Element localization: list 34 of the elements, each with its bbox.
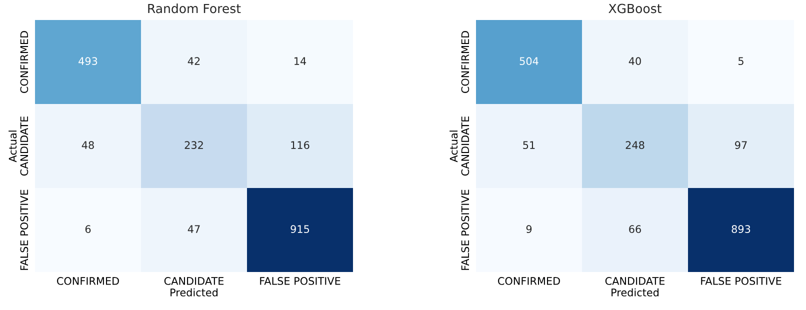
data-label: 915 <box>290 225 310 234</box>
x-axis-title: Predicted <box>612 288 658 296</box>
data-label: 248 <box>626 141 644 150</box>
x-tick-label: CONFIRMED <box>57 277 119 285</box>
data-label: 66 <box>629 225 641 234</box>
data-label: 51 <box>523 141 535 150</box>
data-label: 493 <box>78 57 98 66</box>
data-label: 40 <box>628 57 641 66</box>
y-tick-label: CONFIRMED <box>20 31 28 93</box>
data-label: 6 <box>85 225 91 234</box>
data-label: 48 <box>82 141 94 150</box>
chart-title: XGBoost <box>608 4 662 14</box>
y-tick-label: CANDIDATE <box>461 116 470 176</box>
data-label: 42 <box>188 57 200 65</box>
data-label: 893 <box>732 225 750 234</box>
data-label: 9 <box>526 225 532 234</box>
data-label: 116 <box>291 141 310 150</box>
x-tick-label: CONFIRMED <box>498 277 560 285</box>
x-tick-label: CANDIDATE <box>164 277 224 285</box>
y-tick-label: CANDIDATE <box>20 116 28 176</box>
data-label: 47 <box>188 225 200 233</box>
x-tick-label: FALSE POSITIVE <box>260 277 340 285</box>
x-tick-label: CANDIDATE <box>605 277 665 285</box>
chart-title: Random Forest <box>148 4 241 14</box>
data-label: 5 <box>738 57 744 66</box>
y-tick-label: CONFIRMED <box>461 31 470 93</box>
x-tick-label: FALSE POSITIVE <box>701 277 782 285</box>
data-label: 97 <box>735 141 747 150</box>
x-axis-title: Predicted <box>170 288 218 296</box>
y-axis-title: Actual <box>450 130 458 162</box>
data-label: 232 <box>184 141 203 150</box>
y-axis-title: Actual <box>8 130 17 162</box>
data-label: 14 <box>294 57 306 65</box>
data-label: 504 <box>520 57 538 66</box>
